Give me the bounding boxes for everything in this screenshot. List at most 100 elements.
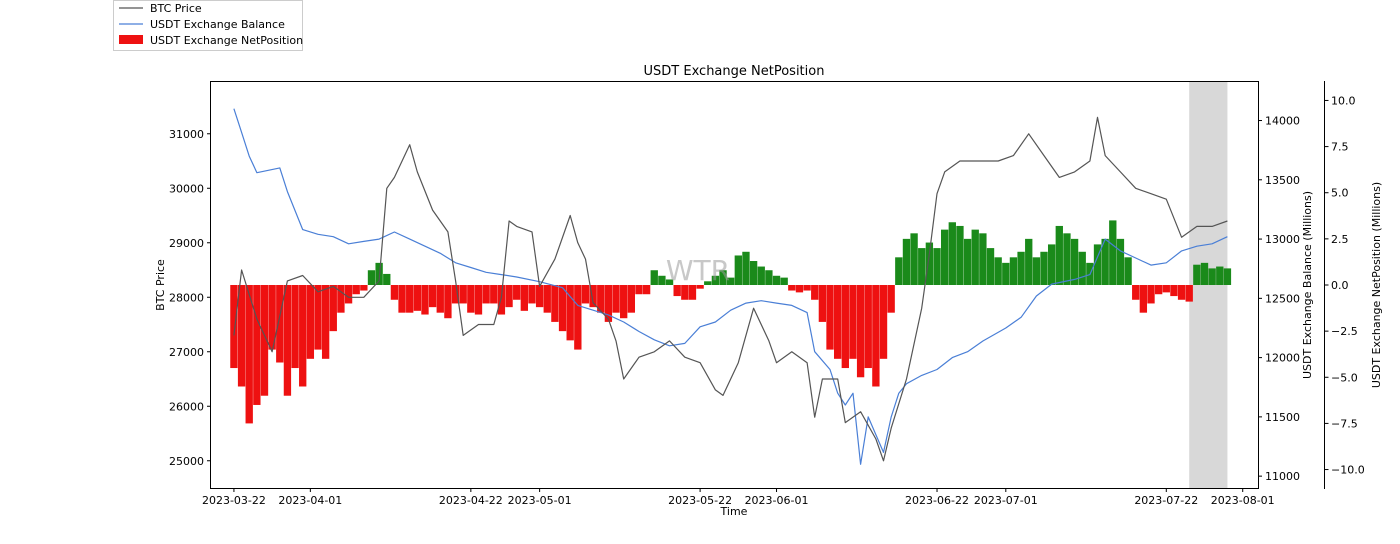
netposition-bar [681, 285, 689, 300]
balance-line-layer [233, 108, 1228, 465]
netposition-bar [490, 285, 498, 304]
right1-tick-label: 12500 [1265, 292, 1300, 305]
netposition-bar [1032, 257, 1041, 285]
netposition-bar [918, 248, 926, 285]
netposition-bar [551, 285, 559, 322]
x-axis-label: Time [720, 505, 748, 518]
legend-box [113, 0, 303, 51]
netposition-bar [360, 285, 368, 291]
netposition-bar [1124, 257, 1132, 285]
x-tick-label: 2023-04-01 [278, 494, 342, 507]
netposition-bar [1047, 244, 1056, 285]
netposition-bar [834, 285, 842, 359]
netposition-bar [451, 285, 460, 304]
netposition-bar [841, 285, 849, 369]
netposition-bar [474, 285, 483, 315]
netposition-bar [1109, 220, 1117, 285]
usdt-balance-line [233, 108, 1228, 465]
netposition-bar [581, 285, 590, 304]
netposition-bar [864, 285, 872, 369]
netposition-bar [765, 270, 773, 285]
netposition-bar [1055, 225, 1063, 285]
netposition-bar [444, 285, 452, 319]
netposition-bar [398, 285, 406, 313]
left-tick-label: 31000 [169, 128, 204, 141]
legend-netposition-swatch [119, 35, 143, 44]
netposition-bar [1017, 251, 1025, 285]
netposition-bar [566, 285, 574, 341]
netposition-bar [658, 275, 666, 285]
netposition-bar [505, 285, 513, 308]
netposition-bar [979, 233, 987, 285]
netposition-bar [436, 285, 444, 313]
netposition-bar [237, 285, 246, 387]
netposition-bar [627, 285, 635, 313]
netposition-bar [772, 275, 781, 285]
netposition-bar [788, 285, 796, 291]
right2-tick-label: 10.0 [1331, 94, 1356, 107]
netposition-bar [543, 285, 551, 313]
netposition-bar [711, 275, 720, 285]
axes-ticks: 2023-03-22 2023-04-01 2023-04-22 2023-05-01… [169, 94, 1365, 507]
netposition-bar [940, 229, 949, 285]
netposition-bar [902, 238, 911, 285]
x-tick-label: 2023-06-22 [905, 494, 969, 507]
netposition-bar [642, 285, 651, 295]
netposition-bar [390, 285, 399, 300]
netposition-bar [727, 277, 735, 285]
netposition-bar [459, 285, 467, 304]
netposition-bar [1070, 238, 1079, 285]
netposition-bar [734, 255, 742, 285]
netposition-bar [704, 281, 712, 285]
netposition-bar [260, 285, 269, 396]
right2-tick-label: −2.5 [1331, 325, 1358, 338]
netposition-bar [299, 285, 307, 387]
netposition-bar [971, 229, 979, 285]
netposition-bar [413, 285, 422, 311]
netposition-bar [826, 285, 834, 350]
right2-tick-label: −10.0 [1331, 464, 1365, 477]
netposition-bar [276, 285, 284, 363]
price-line-layer [233, 116, 1228, 462]
netposition-bar [1147, 285, 1155, 304]
netposition-bar [604, 285, 613, 322]
netposition-bar [314, 285, 322, 350]
netposition-bar [749, 261, 758, 285]
netposition-bar [780, 277, 788, 285]
netposition-bar [535, 285, 544, 308]
netposition-bar [910, 233, 918, 285]
netposition-bar [1154, 285, 1163, 295]
netposition-bar [849, 285, 857, 359]
netposition-bar [428, 285, 437, 308]
right2-tick-label: 7.5 [1331, 141, 1349, 154]
netposition-bar [1162, 285, 1170, 293]
right1-axis-label: USDT Exchange Balance (Millions) [1301, 191, 1314, 379]
left-tick-label: 26000 [169, 400, 204, 413]
btc-price-line [233, 116, 1228, 462]
netposition-bar [467, 285, 475, 313]
netposition-bar [337, 285, 345, 313]
netposition-bar [306, 285, 315, 359]
x-tick-label: 2023-05-22 [668, 494, 732, 507]
netposition-bar [1208, 268, 1216, 285]
netposition-bar [383, 273, 391, 285]
right1-tick-label: 11500 [1265, 411, 1300, 424]
netposition-bar [1116, 238, 1125, 285]
x-tick-label: 2023-07-01 [974, 494, 1038, 507]
right2-tick-label: −5.0 [1331, 371, 1358, 384]
netposition-bar [757, 266, 765, 285]
netposition-bar [421, 285, 429, 315]
netposition-bar [1009, 257, 1018, 285]
netposition-bar [879, 285, 888, 359]
right2-tick-label: 0.0 [1331, 279, 1349, 292]
netposition-bar [719, 270, 727, 285]
legend-balance-label: USDT Exchange Balance [150, 18, 285, 31]
netposition-bar [321, 285, 330, 359]
x-tick-label: 2023-08-01 [1211, 494, 1275, 507]
netposition-bar [1025, 238, 1033, 285]
netposition-bar [291, 285, 299, 369]
netposition-bar [1078, 251, 1086, 285]
x-tick-label: 2023-05-01 [508, 494, 572, 507]
netposition-bar [956, 225, 964, 285]
netposition-bar [948, 222, 956, 285]
